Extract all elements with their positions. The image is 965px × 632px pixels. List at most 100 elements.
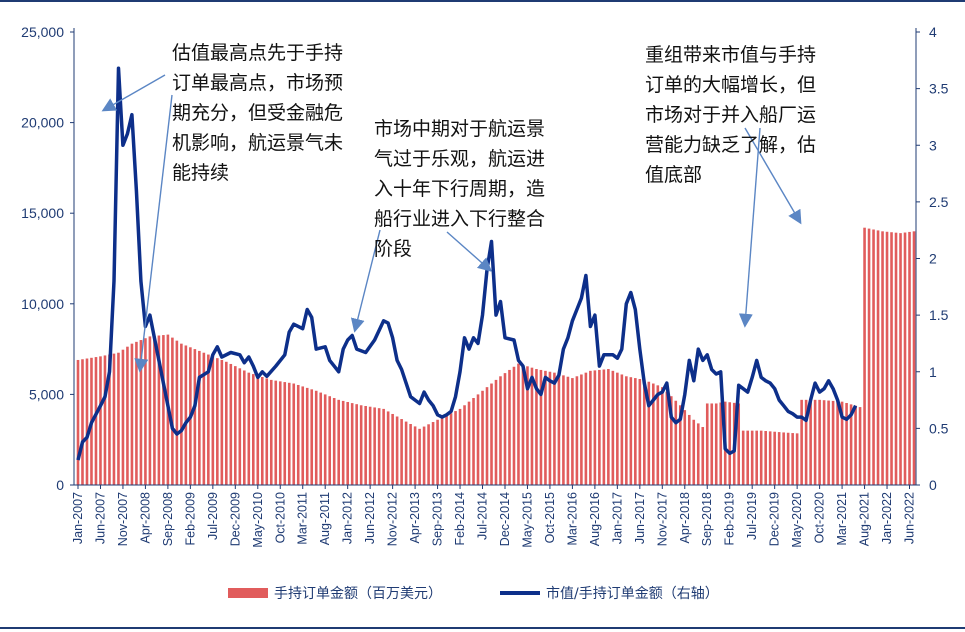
order-bar	[148, 336, 152, 485]
order-bar	[845, 403, 848, 485]
order-bar	[678, 405, 682, 485]
bottom-border	[0, 627, 965, 629]
order-bar	[741, 430, 745, 485]
x-tick-label: Sep-2008	[161, 492, 175, 546]
order-bar	[512, 366, 516, 485]
order-bar	[566, 376, 570, 485]
order-bar	[391, 413, 394, 485]
annotation-3: 重组带来市值与手持 订单的大幅增长，但 市场对于并入船厂运 营能力缺乏了解，估 …	[645, 44, 817, 186]
order-bar	[332, 398, 336, 485]
order-bar	[305, 387, 309, 485]
order-bar	[575, 376, 579, 485]
x-tick-label: Apr-2013	[408, 492, 422, 543]
order-bar	[719, 402, 723, 485]
order-bar	[530, 367, 534, 485]
order-bar	[251, 374, 255, 485]
legend-bars: 手持订单金额（百万美元）	[228, 583, 442, 603]
left-tick-label: 5,000	[29, 386, 64, 402]
order-bar	[899, 233, 902, 485]
order-bar	[198, 350, 201, 485]
x-tick-label: Feb-2014	[453, 492, 467, 546]
order-bar	[710, 403, 714, 485]
order-bar	[647, 381, 651, 485]
order-bar	[323, 394, 327, 485]
order-bar	[418, 428, 421, 485]
order-bar	[692, 419, 696, 485]
order-bar	[539, 369, 543, 485]
order-bar	[665, 391, 669, 485]
right-tick-label: 0.5	[929, 420, 949, 436]
order-bar	[822, 400, 826, 485]
order-bar	[494, 379, 498, 485]
order-bar	[278, 381, 282, 485]
order-bar	[94, 357, 98, 485]
order-bar	[377, 408, 381, 485]
left-tick-label: 10,000	[21, 296, 64, 312]
order-bar	[890, 232, 893, 485]
left-axis-ticks: 0 5,000 10,000 15,000 20,000 25,000	[21, 24, 74, 493]
order-bar	[746, 430, 749, 485]
order-bar	[674, 400, 678, 485]
order-bar	[202, 352, 206, 485]
order-bar	[683, 410, 687, 485]
order-bar	[171, 337, 174, 485]
x-tick-label: Aug-2016	[588, 492, 602, 546]
right-tick-label: 2.5	[929, 194, 949, 210]
annotation-2: 市场中期对于航运景 气过于乐观，航运进 入十年下行周期，造 船行业进入下行整合 …	[374, 118, 546, 260]
order-bar	[634, 378, 637, 485]
order-bar	[234, 366, 237, 485]
order-bar	[256, 375, 260, 485]
order-bar	[368, 406, 372, 485]
order-bar	[638, 379, 642, 485]
order-bar	[885, 231, 889, 485]
order-bar	[503, 373, 507, 485]
order-bar	[499, 376, 502, 485]
order-bar	[580, 374, 583, 485]
order-bar	[616, 372, 619, 485]
legend-line-swatch	[500, 591, 540, 595]
order-bar	[85, 358, 89, 485]
x-tick-label: May-2015	[520, 492, 534, 548]
top-border	[0, 0, 965, 2]
order-bar	[427, 424, 430, 485]
order-bar	[225, 361, 228, 485]
order-bar	[301, 386, 305, 485]
order-bar	[373, 407, 376, 485]
x-tick-label: Jul-2009	[206, 492, 220, 540]
order-bar	[696, 423, 700, 485]
legend-bars-label: 手持订单金额（百万美元）	[274, 586, 442, 602]
right-tick-label: 0	[929, 477, 937, 493]
order-bar	[795, 433, 799, 485]
order-bar	[413, 426, 417, 485]
order-bar	[827, 400, 830, 485]
order-bar	[355, 404, 358, 485]
order-bar	[319, 392, 323, 485]
order-bar	[517, 363, 520, 485]
x-tick-label: Apr-2018	[678, 492, 692, 543]
order-bar	[858, 407, 862, 485]
order-bar	[553, 372, 556, 485]
order-bar	[238, 368, 242, 485]
order-bar	[607, 369, 610, 485]
order-bar	[562, 375, 565, 485]
order-bar	[629, 377, 633, 485]
x-tick-label: Dec-2014	[498, 492, 512, 546]
order-bar	[872, 229, 875, 485]
x-axis-ticks: Jan-2007 Jun-2007 Nov-2007 Apr-2008 Sep-2008…	[71, 485, 917, 548]
order-bar	[813, 399, 817, 485]
order-bar	[153, 335, 156, 485]
order-bar	[463, 405, 466, 485]
order-bar	[602, 369, 606, 485]
order-bar	[350, 403, 354, 485]
order-bar	[854, 405, 857, 485]
order-bar	[755, 430, 758, 485]
order-bar	[481, 390, 484, 485]
order-bar	[557, 374, 561, 485]
right-tick-label: 3	[929, 137, 937, 153]
order-bar	[310, 389, 314, 485]
order-bar	[589, 370, 592, 485]
order-bar	[728, 402, 732, 485]
order-bar	[157, 335, 161, 485]
order-bar	[76, 359, 80, 485]
order-bar	[117, 352, 120, 485]
